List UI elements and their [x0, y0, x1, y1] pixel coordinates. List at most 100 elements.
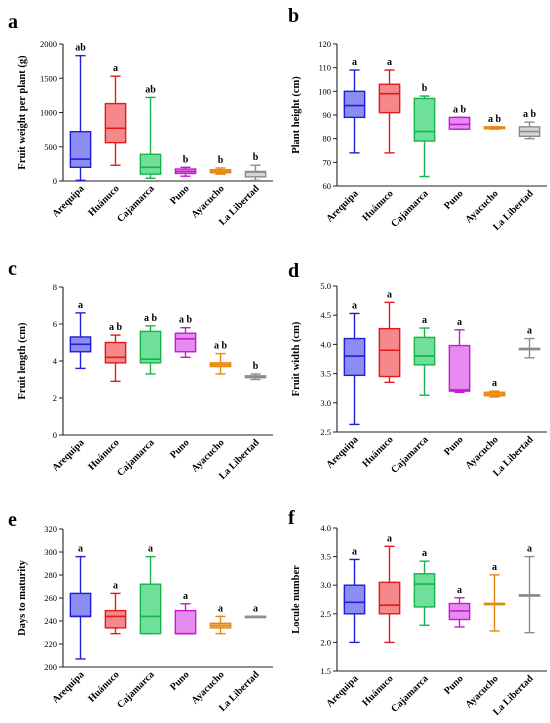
y-tick-label: 2000	[40, 39, 57, 49]
x-tick-label: Arequipa	[324, 434, 360, 470]
box-arequipa	[69, 312, 92, 370]
x-tick-label: Cajamarca	[115, 669, 156, 710]
y-tick-label: 5.0	[320, 281, 331, 291]
y-tick-label: 8	[53, 282, 57, 292]
y-tick-label: 0	[53, 430, 57, 440]
significance-letter: a	[352, 300, 357, 311]
box-arequipa	[69, 555, 92, 660]
significance-letter: b	[253, 152, 259, 163]
box-puno	[448, 597, 471, 628]
panel-letter: e	[8, 509, 17, 531]
y-tick-label: 200	[44, 662, 57, 672]
iqr-box	[69, 130, 92, 168]
iqr-box	[139, 583, 162, 635]
significance-letter: a	[387, 289, 392, 300]
box-ayacucho	[483, 126, 506, 130]
significance-letter: b	[422, 83, 428, 94]
box-huánuco	[104, 75, 127, 166]
significance-letter: a b	[523, 109, 537, 120]
box-huánuco	[378, 301, 401, 384]
x-tick-label: Cajamarca	[389, 434, 430, 475]
significance-letter: a b	[179, 315, 193, 326]
significance-letter: a b	[109, 322, 123, 333]
box-arequipa	[69, 54, 92, 182]
box-huánuco	[104, 592, 127, 635]
box-cajamarca	[139, 555, 162, 635]
y-tick-label: 6	[53, 319, 57, 329]
box-huánuco	[378, 545, 401, 644]
box-arequipa	[343, 312, 366, 426]
x-tick-label: Puno	[442, 188, 466, 212]
box-puno	[448, 329, 471, 393]
y-tick-label: 3.5	[320, 369, 331, 379]
y-tick-label: 3.5	[320, 552, 331, 562]
box-cajamarca	[413, 560, 436, 626]
x-tick-label: Huánuco	[86, 437, 121, 472]
significance-letter: a	[527, 326, 532, 337]
significance-letter: a	[113, 580, 118, 591]
y-tick-label: 280	[44, 570, 57, 580]
iqr-box	[174, 609, 197, 635]
x-tick-label: Arequipa	[324, 673, 360, 709]
box-cajamarca	[139, 325, 162, 375]
y-tick-label: 90	[323, 110, 332, 120]
iqr-box	[413, 573, 436, 608]
x-tick-label: Cajamarca	[389, 188, 430, 229]
y-tick-label: 1.5	[320, 666, 331, 676]
y-tick-label: 100	[318, 86, 331, 96]
significance-letter: a b	[144, 313, 158, 324]
significance-letter: a	[457, 585, 462, 596]
box-la-libertad	[244, 164, 267, 182]
significance-letter: a	[148, 544, 153, 555]
significance-letter: a	[492, 562, 497, 573]
box-ayacucho	[209, 167, 232, 175]
y-tick-label: 120	[318, 39, 331, 49]
x-tick-label: Huánuco	[360, 188, 395, 223]
panel-letter: a	[8, 11, 18, 33]
x-tick-label: Huánuco	[86, 669, 121, 704]
x-tick-label: Huánuco	[86, 183, 121, 218]
significance-letter: a	[457, 317, 462, 328]
chart-panel-c: c 0 2 4 6 8 Fruit length (cm) a Arequipa a b Huánu…	[8, 258, 273, 482]
iqr-box	[139, 330, 162, 364]
significance-letter: b	[183, 154, 189, 165]
significance-letter: a	[183, 591, 188, 602]
x-tick-label: Puno	[168, 437, 192, 461]
y-axis-label: Locule number	[291, 565, 302, 634]
y-axis-label: Fruit length (cm)	[17, 322, 28, 399]
significance-letter: a	[422, 315, 427, 326]
iqr-box	[139, 153, 162, 175]
panel-letter: c	[8, 258, 17, 280]
x-tick-label: Puno	[442, 434, 466, 458]
box-ayacucho	[209, 352, 232, 375]
significance-letter: a b	[488, 114, 502, 125]
significance-letter: a	[352, 546, 357, 557]
y-tick-label: 260	[44, 593, 57, 603]
iqr-box	[69, 592, 92, 618]
iqr-box	[413, 97, 436, 142]
significance-letter: b	[253, 361, 259, 372]
iqr-box	[104, 609, 127, 629]
x-tick-label: Arequipa	[50, 669, 86, 705]
significance-letter: a	[253, 603, 258, 614]
significance-letter: a	[387, 57, 392, 68]
y-tick-label: 2	[53, 393, 57, 403]
chart-panel-a: a 0 500 1000 1500 2000 Fruit weight per plant …	[8, 11, 273, 228]
y-tick-label: 60	[323, 181, 332, 191]
significance-letter: a	[78, 544, 83, 555]
box-arequipa	[343, 69, 366, 154]
y-tick-label: 4.5	[320, 310, 331, 320]
y-tick-label: 4.0	[320, 523, 331, 533]
iqr-box	[448, 116, 471, 130]
significance-letter: ab	[145, 84, 156, 95]
box-huánuco	[104, 334, 127, 383]
box-la-libertad	[518, 337, 541, 359]
significance-letter: ab	[75, 43, 86, 54]
iqr-box	[343, 337, 366, 377]
x-tick-label: Arequipa	[50, 437, 86, 473]
chart-panel-b: b 60 70 80 90 100 110 120 Plant height (cm) a Areq…	[288, 5, 547, 233]
y-tick-label: 3.0	[320, 580, 331, 590]
y-tick-label: 2.5	[320, 609, 331, 619]
chart-panel-f: f 1.5 2.0 2.5 3.0 3.5 4.0 Locule number a Arequip…	[288, 507, 547, 718]
